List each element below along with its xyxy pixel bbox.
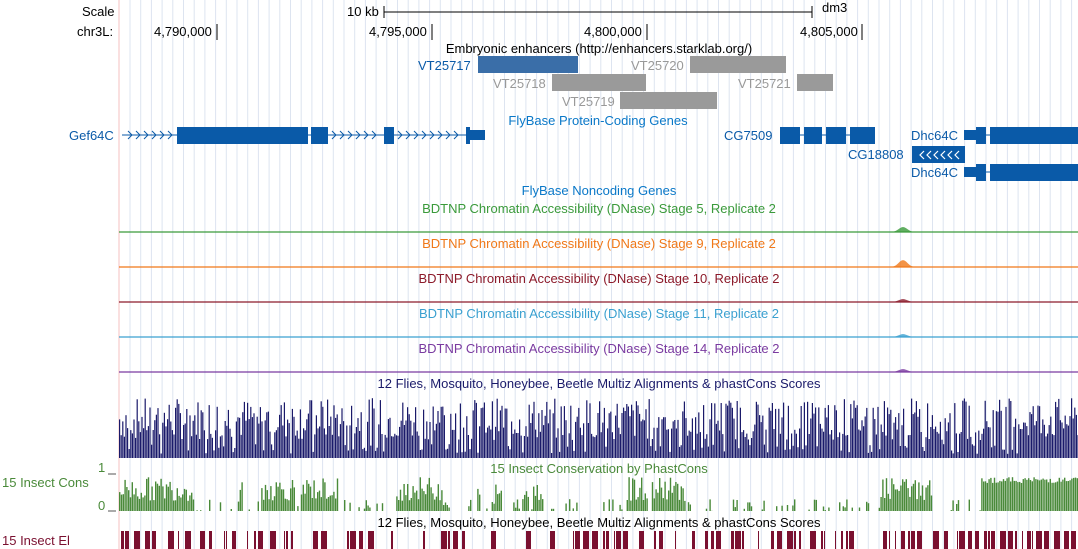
dnase-signal-2 bbox=[119, 299, 1078, 303]
enhancer-vt25721 bbox=[797, 74, 833, 91]
track-title-dnase-stage11[interactable]: BDTNP Chromatin Accessibility (DNase) St… bbox=[418, 306, 780, 321]
dnase-signal-0 bbox=[119, 227, 1078, 233]
gene-label-cg18808[interactable]: CG18808 bbox=[848, 147, 904, 162]
phastcons-scale-min: 0 bbox=[98, 498, 106, 513]
gene-model-dhc64c-2 bbox=[964, 164, 1078, 181]
dnase-signal-1 bbox=[119, 260, 1078, 268]
dnase-signal-4 bbox=[119, 369, 1078, 373]
enhancer-label[interactable]: VT25721 bbox=[738, 76, 791, 91]
phastcons-scale-max: 1 bbox=[98, 460, 106, 475]
enhancer-label[interactable]: VT25719 bbox=[562, 94, 615, 109]
position-label: 4,800,000 bbox=[584, 24, 642, 39]
enhancer-label[interactable]: VT25720 bbox=[631, 58, 684, 73]
enhancer-vt25718 bbox=[552, 74, 646, 91]
position-ticks bbox=[216, 24, 863, 40]
assembly-label: dm3 bbox=[822, 0, 848, 15]
enhancer-vt25719 bbox=[620, 92, 717, 109]
scale-value: 10 kb bbox=[347, 4, 379, 19]
gene-label-cg7509[interactable]: CG7509 bbox=[724, 128, 773, 143]
chrom-label: chr3L: bbox=[77, 24, 114, 39]
gene-label-dhc64c[interactable]: Dhc64C bbox=[911, 165, 958, 180]
gene-model-cg18808 bbox=[912, 146, 965, 163]
elements-left-label[interactable]: 15 Insect El bbox=[2, 533, 70, 548]
track-title-dnase-stage9[interactable]: BDTNP Chromatin Accessibility (DNase) St… bbox=[422, 236, 776, 251]
track-title-flybase-noncoding[interactable]: FlyBase Noncoding Genes bbox=[521, 183, 677, 198]
track-title-phastcons[interactable]: 15 Insect Conservation by PhastCons bbox=[490, 461, 708, 476]
scale-bar bbox=[383, 6, 813, 18]
track-title-flybase-coding[interactable]: FlyBase Protein-Coding Genes bbox=[508, 113, 688, 128]
gene-label-dhc64c[interactable]: Dhc64C bbox=[911, 128, 958, 143]
gene-model-cg7509 bbox=[780, 127, 875, 144]
track-title-enhancers[interactable]: Embryonic enhancers (http://enhancers.st… bbox=[445, 41, 753, 56]
enhancer-label[interactable]: VT25718 bbox=[493, 76, 546, 91]
position-label: 4,795,000 bbox=[369, 24, 427, 39]
scale-label: Scale bbox=[82, 4, 115, 19]
multiz-conservation-wiggle bbox=[119, 398, 1078, 458]
enhancer-vt25717 bbox=[478, 56, 578, 73]
dnase-signal-3 bbox=[119, 334, 1078, 338]
enhancer-vt25720 bbox=[690, 56, 786, 73]
track-title-elements[interactable]: 12 Flies, Mosquito, Honeybee, Beetle Mul… bbox=[377, 515, 821, 530]
track-title-dnase-stage10[interactable]: BDTNP Chromatin Accessibility (DNase) St… bbox=[418, 271, 780, 286]
track-title-dnase-stage5[interactable]: BDTNP Chromatin Accessibility (DNase) St… bbox=[422, 201, 776, 216]
position-label: 4,790,000 bbox=[154, 24, 212, 39]
position-label: 4,805,000 bbox=[800, 24, 858, 39]
conserved-elements-track bbox=[121, 531, 1076, 549]
gene-label-gef64c[interactable]: Gef64C bbox=[69, 128, 114, 143]
gene-model-gef64c bbox=[122, 127, 485, 144]
dnase-signal-tracks bbox=[119, 227, 1078, 373]
track-title-dnase-stage14[interactable]: BDTNP Chromatin Accessibility (DNase) St… bbox=[418, 341, 780, 356]
phastcons-left-label[interactable]: 15 Insect Cons bbox=[2, 475, 89, 490]
enhancer-label[interactable]: VT25717 bbox=[418, 58, 471, 73]
phastcons-wiggle bbox=[119, 477, 1078, 511]
track-title-multiz[interactable]: 12 Flies, Mosquito, Honeybee, Beetle Mul… bbox=[377, 376, 821, 391]
gene-model-dhc64c-1 bbox=[964, 127, 1078, 144]
